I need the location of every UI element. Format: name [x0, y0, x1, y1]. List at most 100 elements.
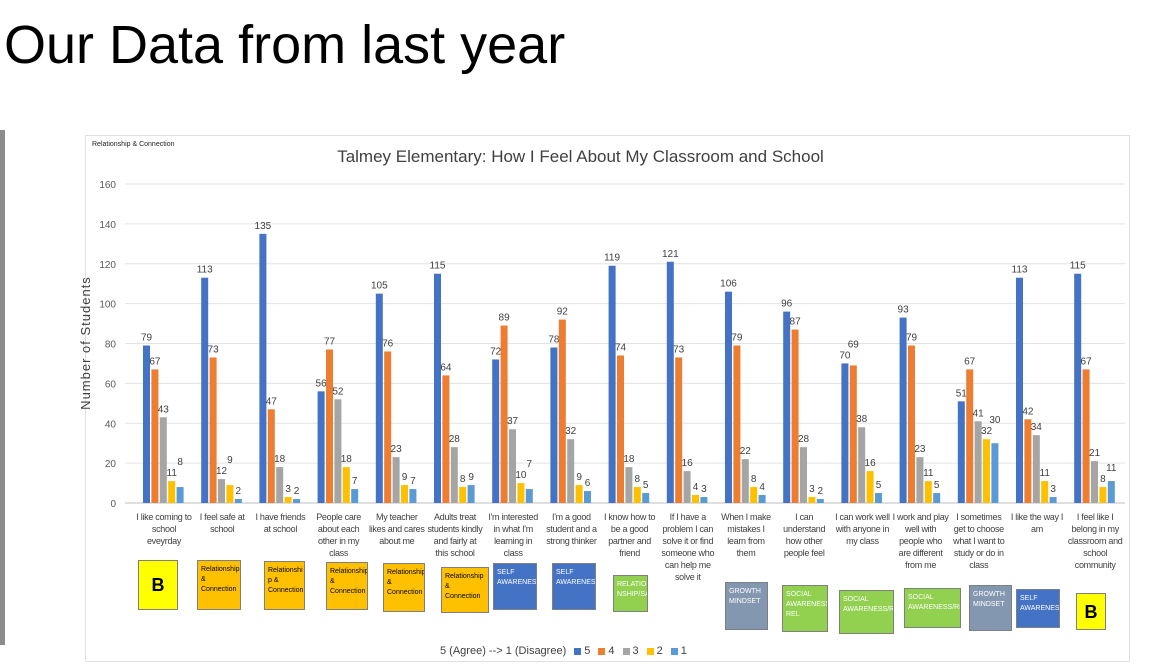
bar-series-4 [966, 369, 974, 503]
bar-series-3 [450, 447, 458, 503]
category-tag: SOCIAL AWARENESS/REL [904, 588, 961, 628]
data-label: 18 [623, 454, 635, 465]
data-label: 16 [682, 458, 694, 469]
bar-series-1 [351, 489, 359, 503]
category-tag: Relationship & Connection [383, 563, 425, 612]
legend-swatch [646, 648, 654, 655]
legend: 5 (Agree) --> 1 (Disagree) 5 4 3 2 1 [440, 645, 687, 658]
bar-series-5 [143, 345, 150, 503]
data-label: 87 [790, 317, 802, 328]
data-label: 76 [382, 338, 394, 349]
x-category-label: My teacher likes and cares about me [369, 512, 425, 546]
bar-series-1 [467, 485, 475, 503]
bar-series-2 [1099, 487, 1107, 503]
legend-item: 4 [598, 645, 615, 658]
data-label: 28 [449, 434, 461, 445]
bar-series-1 [409, 489, 417, 503]
data-label: 5 [934, 480, 940, 491]
data-label: 64 [440, 362, 452, 373]
data-label: 8 [635, 474, 641, 485]
data-label: 9 [468, 472, 474, 483]
bar-series-4 [442, 375, 450, 503]
bar-series-1 [933, 493, 941, 503]
data-label: 7 [410, 476, 416, 487]
data-label: 2 [294, 486, 300, 497]
data-label: 3 [809, 484, 815, 495]
legend-item: 3 [622, 645, 639, 658]
data-label: 32 [565, 426, 577, 437]
data-label: 23 [391, 444, 403, 455]
bar-series-4 [267, 409, 275, 503]
data-label: 79 [731, 332, 743, 343]
x-category-label: I have friends at school [255, 512, 306, 534]
bar-series-1 [1107, 481, 1115, 503]
x-category-label: I can understand how other people feel [783, 512, 826, 558]
data-label: 52 [332, 386, 344, 397]
bar-series-1 [700, 497, 708, 503]
x-category-label: I feel like I belong in my classroom and… [1067, 512, 1123, 570]
data-label: 21 [1089, 448, 1101, 459]
x-category-label: Adults treat students kindly and fairly … [427, 512, 483, 558]
bar-series-1 [816, 499, 824, 503]
bar-series-3 [1091, 461, 1098, 503]
data-label: 23 [914, 444, 926, 455]
legend-label: 3 [632, 645, 639, 657]
data-label: 9 [402, 472, 408, 483]
data-label: 2 [236, 486, 242, 497]
data-label: 115 [430, 261, 446, 272]
bar-series-4 [791, 329, 799, 503]
data-label: 79 [141, 332, 153, 343]
data-label: 4 [693, 482, 699, 493]
data-label: 69 [848, 339, 860, 350]
data-label: 32 [981, 426, 993, 437]
data-label: 115 [1070, 261, 1086, 272]
bar-series-2 [692, 495, 699, 503]
data-label: 11 [923, 468, 934, 479]
category-tag: B [138, 560, 178, 610]
bar-series-3 [218, 479, 225, 503]
bar-series-1 [991, 443, 999, 503]
category-tag: Relationship & Connection [326, 562, 368, 610]
category-tag: SELF AWARENESS [552, 563, 596, 610]
data-label: 74 [615, 342, 627, 353]
x-category-label: I'm a good student and a strong thinker [546, 512, 597, 546]
bar-series-2 [517, 483, 525, 503]
x-category-label: I'm interested in what I'm learning in c… [488, 512, 538, 558]
bar-series-3 [974, 421, 982, 503]
data-label: 7 [352, 476, 358, 487]
data-label: 9 [576, 472, 582, 483]
corner-label: Relationship & Connection [92, 141, 175, 148]
data-label: 3 [285, 484, 291, 495]
legend-item: 1 [670, 645, 687, 658]
legend-swatch [670, 648, 678, 655]
x-category-label: I feel safe at school [199, 512, 245, 534]
category-tag: GROWTH MINDSET [969, 585, 1012, 631]
data-label: 70 [839, 350, 851, 361]
legend-swatch [622, 648, 630, 655]
bar-series-5 [259, 233, 267, 503]
x-category-label: I like coming to school eveyrday [136, 512, 192, 546]
bar-series-3 [916, 457, 924, 503]
data-label: 4 [759, 482, 765, 493]
y-tick-label: 120 [99, 260, 116, 271]
chart-title: Talmey Elementary: How I Feel About My C… [337, 147, 824, 166]
bar-series-5 [492, 359, 500, 503]
y-tick-label: 40 [105, 419, 117, 430]
legend-label: 4 [608, 645, 615, 657]
bar-series-1 [1049, 497, 1057, 503]
data-label: 43 [158, 404, 170, 415]
x-category-label: I like the way I am [1010, 512, 1064, 534]
bar-series-1 [642, 493, 650, 503]
bar-series-2 [168, 481, 176, 503]
bar-series-4 [209, 357, 217, 503]
data-label: 12 [216, 466, 228, 477]
category-tag: GROWTH MINDSET [725, 582, 768, 630]
bar-series-5 [1016, 277, 1023, 503]
data-label: 18 [341, 454, 353, 465]
data-label: 92 [557, 307, 569, 318]
x-category-label: I sometimes get to choose what I want to… [953, 512, 1005, 570]
category-tag: SELF AWARENESS [493, 563, 537, 610]
bar-series-2 [401, 485, 408, 503]
bar-series-3 [334, 399, 342, 503]
y-tick-label: 80 [105, 340, 117, 351]
